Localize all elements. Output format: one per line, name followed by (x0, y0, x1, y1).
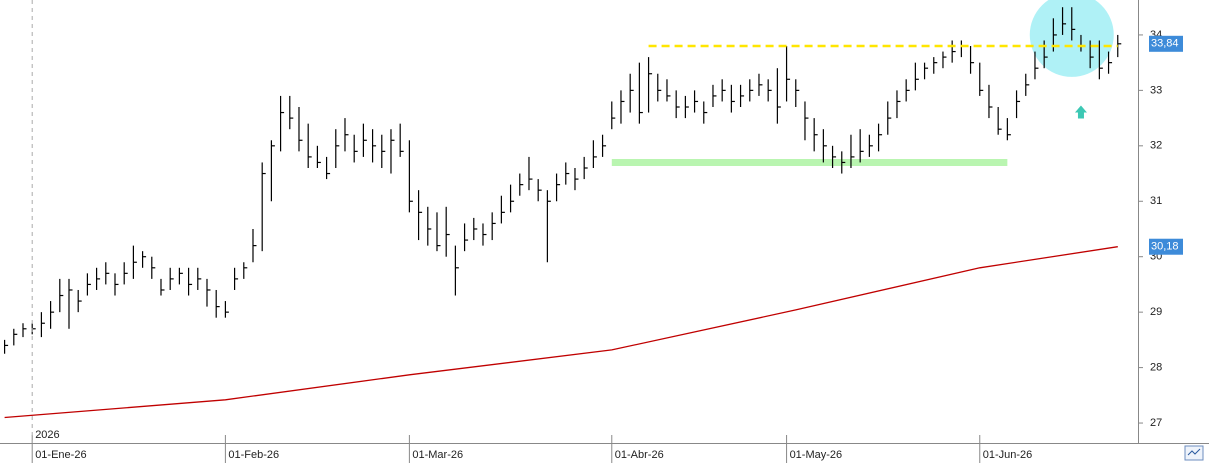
y-tick-label: 31 (1150, 195, 1162, 207)
year-label: 2026 (35, 429, 59, 441)
price-label-box (1149, 35, 1183, 52)
price-label: 33,84 (1151, 38, 1179, 50)
x-tick-label: 01-Ene-26 (35, 449, 86, 461)
y-tick-label: 33 (1150, 84, 1162, 96)
y-tick-label: 28 (1150, 362, 1162, 374)
x-tick-label: 01-Jun-26 (983, 449, 1033, 461)
y-tick-label: 27 (1150, 417, 1162, 429)
up-arrow (1074, 105, 1087, 119)
x-tick-label: 01-Abr-26 (615, 449, 664, 461)
moving-average (4, 246, 1118, 419)
plot (3, 7, 1122, 419)
x-tick-label: 01-May-26 (790, 449, 843, 461)
x-tick-label: 01-Mar-26 (412, 449, 463, 461)
settings-icon (1187, 448, 1201, 456)
price-label: 30,18 (1151, 241, 1179, 253)
y-tick-label: 32 (1150, 140, 1162, 152)
y-tick-label: 29 (1150, 306, 1162, 318)
x-tick-label: 01-Feb-26 (228, 449, 279, 461)
price-label-box (1149, 238, 1183, 255)
